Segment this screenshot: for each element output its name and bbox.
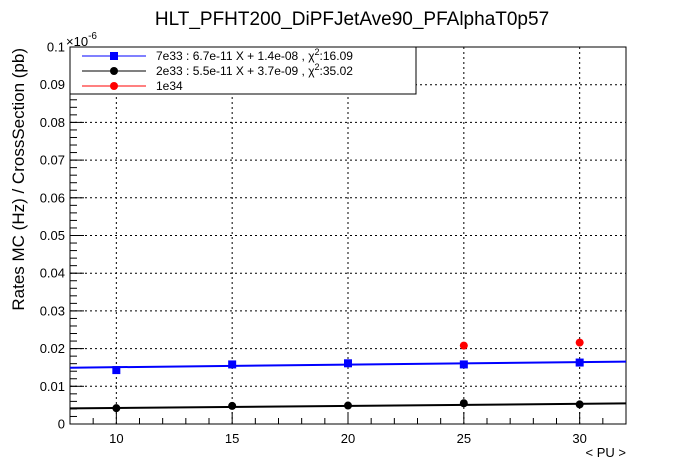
legend-label: 7e33 : 6.7e-11 X + 1.4e-08 , χ2:16.09: [156, 47, 353, 63]
x-tick-label: 25: [457, 431, 471, 446]
legend-label-tail: :16.09: [320, 49, 354, 63]
chart-title: HLT_PFHT200_DiPFJetAve90_PFAlphaT0p57: [155, 9, 549, 30]
y-tick-label: 0.04: [40, 266, 65, 281]
legend-label: 1e34: [156, 79, 183, 93]
data-point: [459, 360, 468, 369]
data-point: [575, 400, 584, 409]
data-point: [228, 360, 237, 369]
y-tick-label: 0.1: [47, 40, 65, 55]
data-point: [112, 366, 121, 375]
data-markers: [112, 338, 584, 413]
y-axis-label: Rates MC (Hz) / CrossSection (pb): [9, 48, 28, 311]
legend-label: 2e33 : 5.5e-11 X + 3.7e-09 , χ2:35.02: [156, 62, 353, 78]
data-point: [459, 341, 468, 350]
data-point: [112, 404, 121, 413]
x-tick-label: 10: [109, 431, 123, 446]
data-point: [228, 401, 237, 410]
y-axis: 0 0.01 0.02 0.03 0.04 0.05 0.06 0.07 0.08 0.09 0.1: [40, 40, 84, 432]
legend-label-tail: :35.02: [320, 64, 354, 78]
y-tick-label: 0.02: [40, 341, 65, 356]
y-tick-label: 0.09: [40, 77, 65, 92]
y-tick-label: 0.05: [40, 228, 65, 243]
legend-marker: [110, 67, 118, 75]
data-point: [575, 358, 584, 367]
x-axis: 10 15 20 25 30: [69, 412, 627, 446]
x-tick-label: 15: [225, 431, 239, 446]
data-point: [344, 401, 352, 410]
y-tick-label: 0: [58, 417, 65, 432]
legend-marker: [110, 82, 118, 90]
legend-marker: [110, 52, 118, 60]
y-tick-label: 0.07: [40, 153, 65, 168]
y-tick-label: 0.06: [40, 190, 65, 205]
legend-label-name: 1e34: [156, 79, 183, 93]
legend-label-name: 2e33 : 5.5e-11 X + 3.7e-09 , χ: [156, 64, 315, 78]
y-exponent-power: -6: [88, 31, 97, 42]
legend-label-sup: 2: [315, 62, 320, 72]
x-tick-label: 30: [572, 431, 586, 446]
y-exponent-label: ×10-6: [66, 31, 97, 49]
x-axis-label: < PU >: [586, 445, 626, 460]
legend: 7e33 : 6.7e-11 X + 1.4e-08 , χ2:16.092e3…: [69, 46, 417, 95]
y-tick-label: 0.03: [40, 303, 65, 318]
y-exponent-base: ×10: [66, 34, 88, 49]
data-point: [575, 338, 584, 347]
data-point: [459, 399, 468, 408]
y-tick-label: 0.01: [40, 379, 65, 394]
data-point: [344, 359, 352, 368]
legend-label-sup: 2: [315, 47, 320, 57]
x-tick-label: 20: [341, 431, 355, 446]
y-tick-label: 0.08: [40, 115, 65, 130]
legend-label-name: 7e33 : 6.7e-11 X + 1.4e-08 , χ: [156, 49, 315, 63]
